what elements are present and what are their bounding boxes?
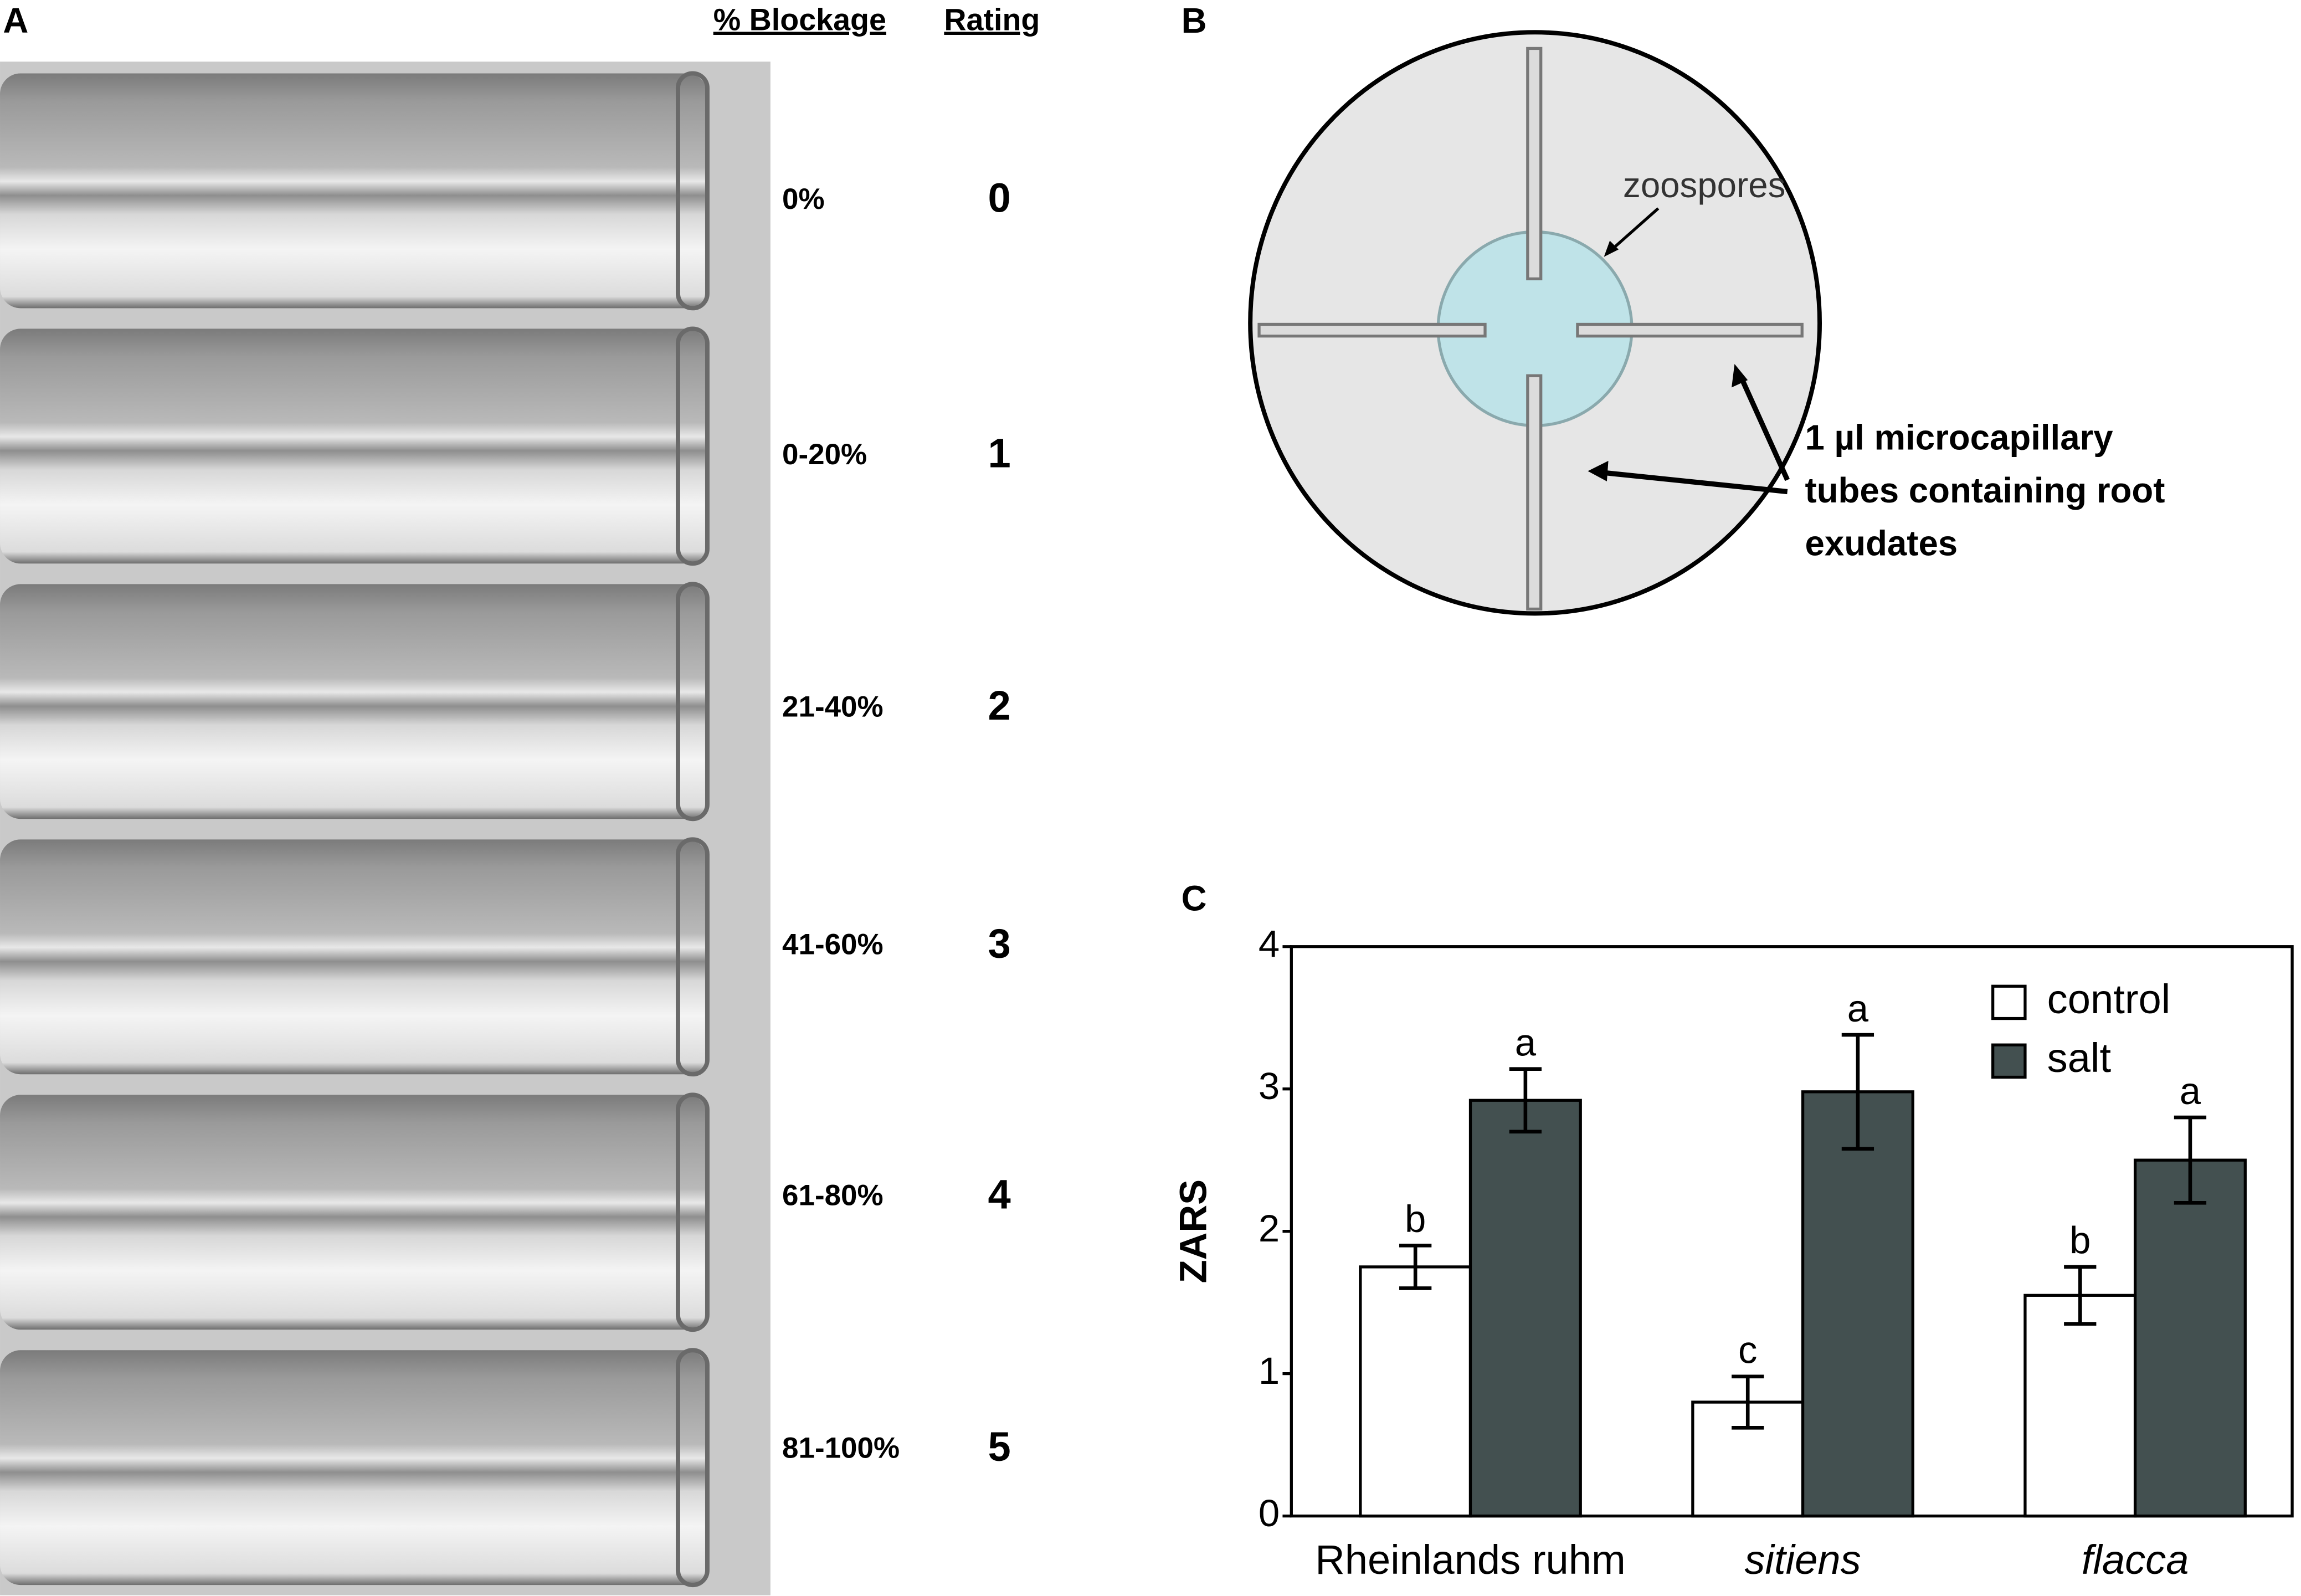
y-tick-label: 0 <box>1259 1492 1280 1535</box>
y-tick-label: 2 <box>1259 1207 1280 1250</box>
tube-photo-edge <box>675 837 710 1077</box>
y-tick-label: 3 <box>1259 1065 1280 1107</box>
error-bar <box>1509 1067 1542 1134</box>
arrow <box>1606 207 1660 255</box>
y-axis-label: ZARS <box>1172 1179 1214 1283</box>
column-header: % Blockage <box>713 2 886 37</box>
y-tick-label: 4 <box>1259 922 1280 965</box>
significance-letter: b <box>2069 1219 2091 1262</box>
blockage-label: 81-100% <box>782 1431 900 1464</box>
tube-label: tubes containing root <box>1805 471 2165 510</box>
error-bar <box>1399 1244 1432 1290</box>
blockage-label: 0% <box>782 183 825 215</box>
panel-label: C <box>1182 879 1207 918</box>
error-bar <box>1732 1374 1764 1430</box>
x-tick-label: flacca <box>2082 1537 2189 1583</box>
tube-photo <box>0 1095 707 1330</box>
legend-swatch <box>1991 984 2027 1020</box>
blockage-label: 21-40% <box>782 691 884 723</box>
arrow <box>1738 374 1790 481</box>
rating-label: 2 <box>988 682 1011 728</box>
blockage-label: 41-60% <box>782 928 884 961</box>
legend-swatch <box>1991 1043 2027 1079</box>
panel-c: C ZARS 0 1 2 3 4 Rheinlands ruhm b a sitiens c a flac… <box>1172 879 2294 1583</box>
zoospores-label: zoospores <box>1623 166 1785 205</box>
panel-a: A % Blockage Rating 0% 0 0-20% 1 21-40% 2 41-60% 3… <box>0 1 1040 1595</box>
tube-photo <box>0 73 707 309</box>
x-tick-label: sitiens <box>1744 1537 1861 1583</box>
significance-letter: c <box>1738 1329 1757 1372</box>
rating-label: 0 <box>988 175 1011 221</box>
significance-letter: a <box>2180 1070 2201 1112</box>
tube <box>1526 47 1543 280</box>
tube-photo-edge <box>675 1348 710 1588</box>
legend-label: salt <box>2047 1035 2112 1081</box>
bar <box>1359 1265 1472 1518</box>
arrow <box>1602 470 1788 495</box>
tube <box>1526 374 1543 611</box>
tube-photo <box>0 329 707 564</box>
column-header: Rating <box>944 2 1040 37</box>
rating-label: 5 <box>988 1424 1011 1470</box>
tube-label: exudates <box>1805 524 1958 563</box>
x-tick-label: Rheinlands ruhm <box>1315 1537 1626 1583</box>
tube <box>1576 322 1804 338</box>
photo-background <box>0 61 771 1595</box>
y-tick-label: 1 <box>1259 1349 1280 1392</box>
bar <box>2133 1158 2247 1518</box>
rating-label: 3 <box>988 920 1011 966</box>
error-bar <box>2174 1115 2207 1205</box>
significance-letter: a <box>1847 987 1869 1030</box>
panel-label: B <box>1182 1 1207 40</box>
significance-letter: b <box>1405 1198 1426 1240</box>
blockage-label: 61-80% <box>782 1179 884 1212</box>
blockage-label: 0-20% <box>782 438 867 471</box>
significance-letter: a <box>1515 1022 1537 1064</box>
tube-photo <box>0 839 707 1075</box>
rating-label: 1 <box>988 430 1011 476</box>
bar <box>2023 1294 2137 1518</box>
error-bar <box>2064 1265 2097 1326</box>
tube <box>1257 322 1487 338</box>
tube-photo-edge <box>675 582 710 822</box>
tube-photo-edge <box>675 71 710 311</box>
arrow-head <box>1588 460 1609 481</box>
panel-label: A <box>3 1 28 40</box>
tube-label: 1 µl microcapillary <box>1805 418 2114 458</box>
bar <box>1801 1090 1914 1518</box>
tube-photo-edge <box>675 326 710 566</box>
bar <box>1468 1099 1582 1518</box>
rating-label: 4 <box>988 1171 1011 1217</box>
tube-photo <box>0 1350 707 1585</box>
legend-label: control <box>2047 976 2171 1022</box>
arrow-head <box>1604 240 1619 257</box>
tube-photo-edge <box>675 1092 710 1332</box>
error-bar <box>1841 1033 1874 1151</box>
arrow-head <box>1732 364 1748 388</box>
tube-photo <box>0 584 707 819</box>
